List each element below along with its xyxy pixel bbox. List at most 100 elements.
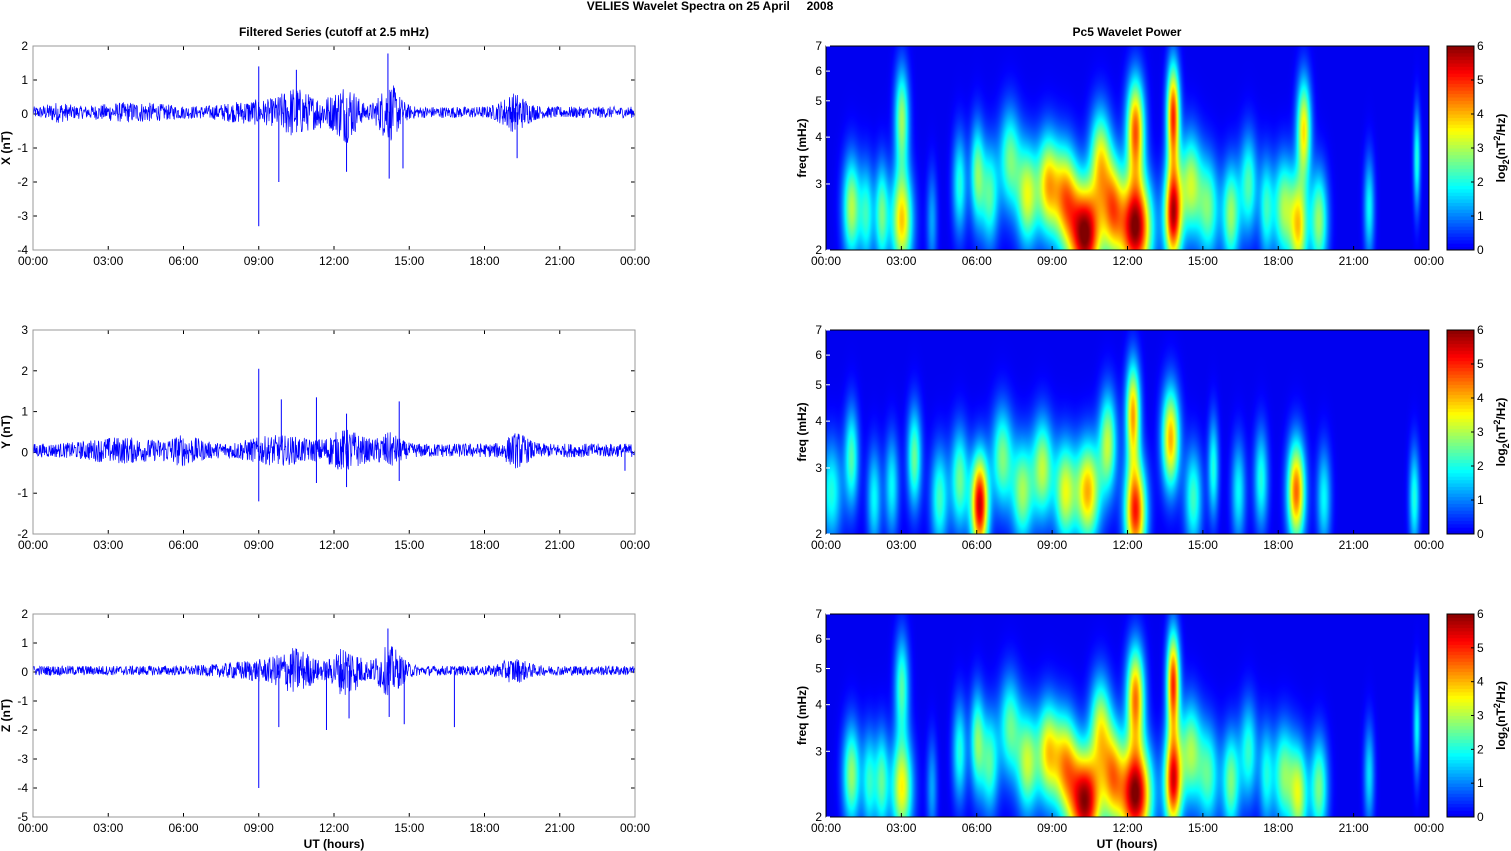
colorbar-swatch	[1447, 239, 1474, 244]
ytick-label: 0	[21, 445, 28, 459]
ts-xtick-label: 12:00	[319, 821, 349, 835]
colorbar-swatch	[1447, 360, 1474, 365]
ts-xtick-label: 15:00	[394, 254, 424, 268]
colorbar-swatch	[1447, 432, 1474, 436]
colorbar-swatch	[1447, 735, 1474, 740]
colorbar-tick-label: 2	[1477, 175, 1484, 189]
colorbar-swatch	[1447, 377, 1474, 382]
wavelet-power-heatmap	[826, 614, 1429, 817]
colorbar-swatch	[1447, 806, 1474, 811]
colorbar-swatch	[1447, 391, 1474, 396]
colorbar-swatch	[1447, 705, 1474, 710]
colorbar-swatch	[1447, 367, 1474, 372]
colorbar-swatch	[1447, 506, 1474, 511]
colorbar-swatch	[1447, 472, 1474, 477]
colorbar-swatch	[1447, 114, 1474, 118]
colorbar-swatch	[1447, 630, 1474, 635]
ts-xtick-label: 06:00	[168, 254, 198, 268]
wv-xtick-label: 15:00	[1188, 821, 1218, 835]
ts-xtick-label: 21:00	[545, 254, 575, 268]
colorbar-swatch	[1447, 73, 1474, 78]
colorbar-swatch	[1447, 336, 1474, 341]
y-axis-label: Z (nT)	[0, 699, 13, 732]
colorbar-swatch	[1447, 651, 1474, 656]
colorbar-swatch	[1447, 674, 1474, 679]
colorbar-swatch	[1447, 438, 1474, 443]
colorbar-swatch	[1447, 452, 1474, 457]
colorbar-label-part: log	[1494, 448, 1508, 466]
colorbar-tick-label: 0	[1477, 527, 1484, 541]
colorbar-swatch	[1447, 637, 1474, 642]
colorbar-swatch	[1447, 216, 1474, 220]
wv-xtick-label: 21:00	[1339, 821, 1369, 835]
ts-xtick-label: 15:00	[394, 821, 424, 835]
ytick-label: 5	[815, 662, 822, 676]
colorbar-swatch	[1447, 175, 1474, 180]
colorbar-swatch	[1447, 182, 1474, 186]
ytick-label: 1	[21, 405, 28, 419]
wv-xtick-label: 09:00	[1037, 821, 1067, 835]
colorbar-swatch	[1447, 527, 1474, 532]
ts-xtick-label: 21:00	[545, 821, 575, 835]
colorbar-swatch	[1447, 766, 1474, 771]
colorbar-swatch	[1447, 810, 1474, 815]
colorbar-swatch	[1447, 357, 1474, 362]
ts-xtick-label: 12:00	[319, 538, 349, 552]
wv-xtick-label: 18:00	[1263, 254, 1293, 268]
colorbar-swatch	[1447, 718, 1474, 723]
ytick-label: -1	[17, 486, 28, 500]
colorbar-swatch	[1447, 752, 1474, 757]
right-column-title: Pc5 Wavelet Power	[1073, 25, 1182, 39]
colorbar-swatch	[1447, 219, 1474, 224]
wv-xtick-label: 12:00	[1112, 821, 1142, 835]
right-x-axis-label: UT (hours)	[1097, 837, 1158, 851]
colorbar-swatch	[1447, 513, 1474, 518]
ytick-label: 7	[815, 39, 822, 53]
series-trace-x	[32, 85, 636, 143]
colorbar-swatch	[1447, 222, 1474, 227]
ytick-label: 3	[815, 744, 822, 758]
colorbar-swatch	[1447, 695, 1474, 700]
ytick-label: 6	[815, 632, 822, 646]
colorbar-swatch	[1447, 205, 1474, 210]
colorbar-label-part: 2	[1501, 159, 1511, 164]
wv-xtick-label: 00:00	[811, 254, 841, 268]
colorbar-swatch	[1447, 418, 1474, 423]
colorbar-swatch	[1447, 171, 1474, 176]
colorbar-swatch	[1447, 745, 1474, 750]
ts-xtick-label: 18:00	[469, 538, 499, 552]
ytick-label: 6	[815, 348, 822, 362]
colorbar-swatch	[1447, 685, 1474, 689]
colorbar-label: log2(nT2/Hz)	[1492, 114, 1511, 183]
colorbar-swatch	[1447, 668, 1474, 673]
colorbar-swatch	[1447, 370, 1474, 375]
ytick-label: 2	[815, 527, 822, 541]
colorbar-swatch	[1447, 154, 1474, 159]
wv-xtick-label: 18:00	[1263, 821, 1293, 835]
ytick-label: 4	[815, 414, 822, 428]
colorbar-swatch	[1447, 229, 1474, 234]
colorbar-swatch	[1447, 246, 1474, 251]
colorbar-swatch	[1447, 86, 1474, 91]
colorbar-swatch	[1447, 188, 1474, 193]
colorbar-swatch	[1447, 46, 1474, 50]
wv-xtick-label: 06:00	[962, 538, 992, 552]
colorbar-swatch	[1447, 803, 1474, 808]
colorbar-swatch	[1447, 435, 1474, 440]
colorbar-swatch	[1447, 627, 1474, 632]
colorbar-tick-label: 4	[1477, 391, 1484, 405]
ytick-label: -3	[17, 209, 28, 223]
ytick-label: 7	[815, 323, 822, 337]
colorbar-label-part: /Hz)	[1494, 681, 1508, 703]
colorbar-swatch	[1447, 425, 1474, 430]
figure-title: VELIES Wavelet Spectra on 25 April 2008	[587, 0, 834, 13]
colorbar-tick-label: 5	[1477, 641, 1484, 655]
wv-xtick-label: 06:00	[962, 254, 992, 268]
colorbar-swatch	[1447, 479, 1474, 484]
wv-xtick-label: 00:00	[1414, 821, 1444, 835]
colorbar-label-part: 2	[1492, 703, 1502, 708]
colorbar-swatch	[1447, 69, 1474, 74]
